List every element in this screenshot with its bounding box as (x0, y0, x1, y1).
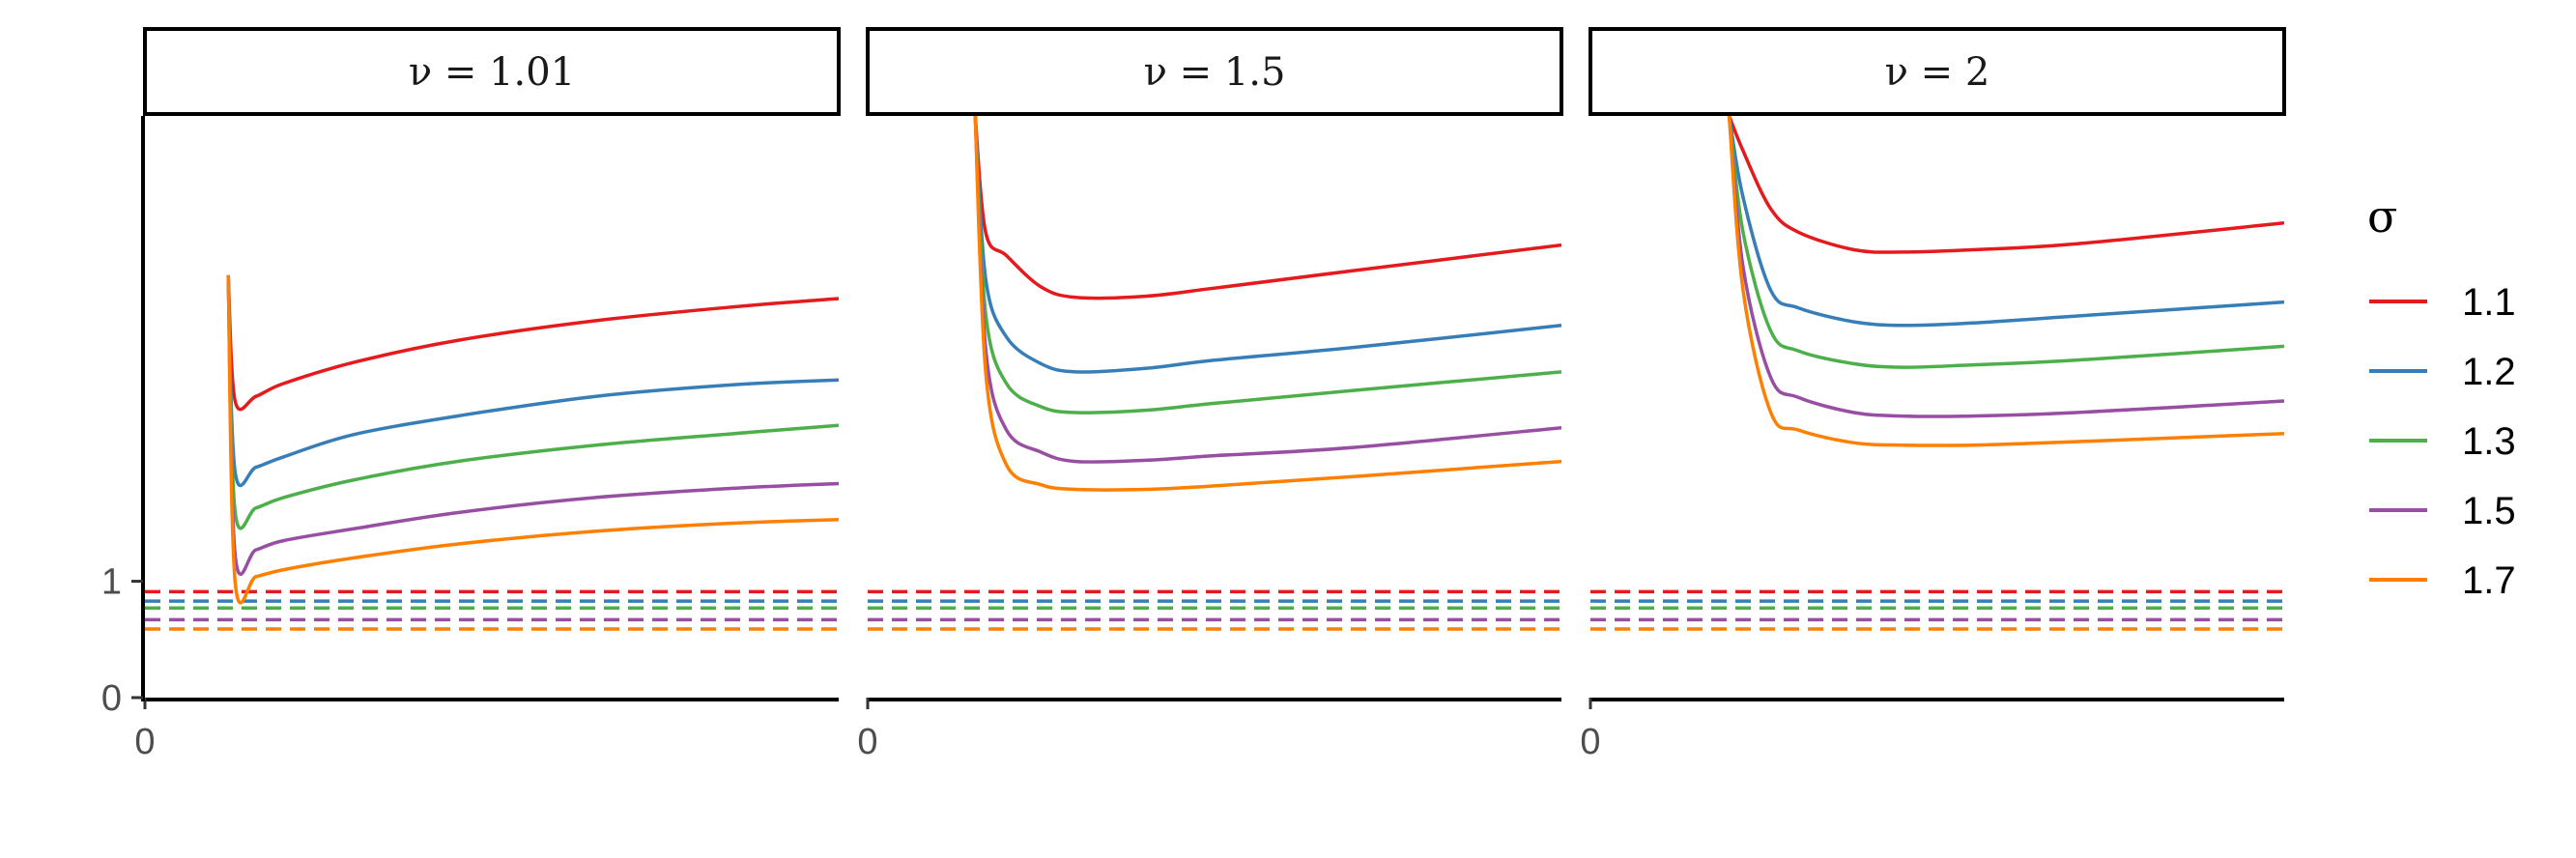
facet-strip-label: ν = 2 (1885, 50, 1990, 95)
y-tick-label: 1 (101, 562, 122, 603)
legend: σ 1.1 1.2 1.3 1.5 1.7 (2367, 190, 2516, 602)
facet-strip-label: ν = 1.01 (409, 50, 575, 95)
facet-strip (866, 27, 1563, 116)
facet-strip (143, 27, 841, 116)
panel-nu-2: ν = 2 0 (1580, 27, 2286, 762)
facet-strip (1589, 27, 2286, 116)
series-line-1.1 (1727, 116, 2284, 254)
series-line-1.5 (226, 274, 839, 576)
series-line-1.3 (1727, 116, 2284, 369)
legend-label-1.3: 1.3 (2462, 420, 2516, 463)
series-line-1.3 (973, 116, 1561, 415)
series-line-1.3 (226, 274, 839, 530)
legend-label-1.2: 1.2 (2462, 351, 2516, 393)
legend-label-1.7: 1.7 (2462, 559, 2516, 602)
y-tick-label: 0 (101, 678, 122, 719)
series-line-1.1 (226, 274, 839, 412)
series-line-1.5 (1727, 116, 2284, 418)
series-line-1.1 (973, 116, 1561, 300)
panel-nu-1.01: ν = 1.01 00 1 (101, 27, 841, 762)
series-line-1.7 (226, 274, 839, 605)
legend-title: σ (2367, 190, 2397, 243)
series-line-1.2 (226, 274, 839, 488)
series-line-1.7 (973, 116, 1561, 492)
legend-items: 1.1 1.2 1.3 1.5 1.7 (2369, 281, 2516, 602)
x-tick-label: 0 (857, 722, 877, 762)
x-tick-label: 0 (134, 722, 155, 762)
series-line-1.7 (1727, 116, 2284, 447)
x-tick-label: 0 (1580, 722, 1600, 762)
series-line-1.2 (973, 116, 1561, 374)
legend-label-1.5: 1.5 (2462, 490, 2516, 532)
series-line-1.2 (1727, 116, 2284, 328)
panel-nu-1.5: ν = 1.5 0 (857, 27, 1563, 762)
series-line-1.5 (973, 116, 1561, 464)
facet-strip-label: ν = 1.5 (1144, 50, 1286, 95)
legend-label-1.1: 1.1 (2462, 281, 2516, 324)
